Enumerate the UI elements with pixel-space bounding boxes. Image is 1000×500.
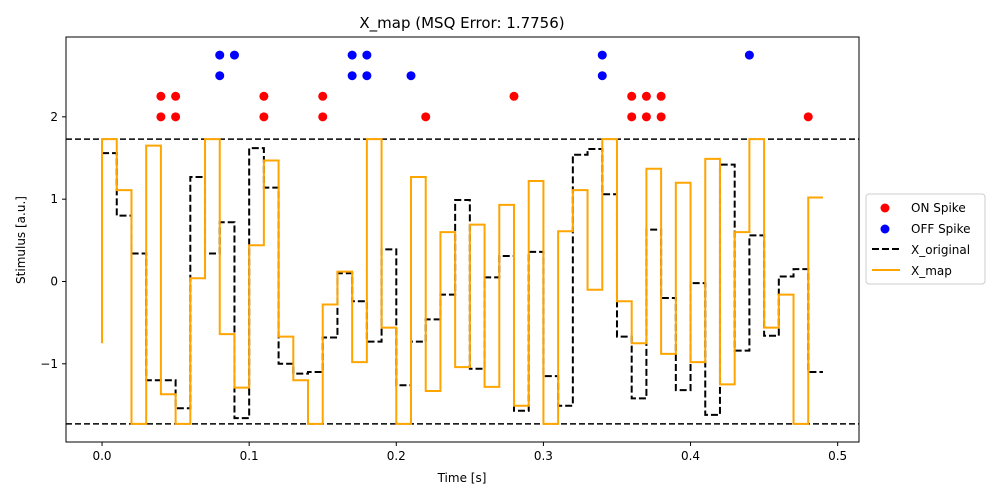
x-axis: 0.0 0.1 0.2 0.3 0.4 0.5 <box>92 442 847 463</box>
on-spike-point <box>627 91 637 101</box>
legend-label-x-map: X_map <box>911 264 952 278</box>
off-spike-point <box>406 71 416 81</box>
x-tick-label: 0.1 <box>240 449 259 463</box>
on-spike-point <box>509 91 519 101</box>
legend-marker-on-spike <box>880 203 890 213</box>
legend-item-x-map: X_map <box>872 264 952 278</box>
x-tick-label: 0.0 <box>92 449 111 463</box>
legend-box <box>865 193 986 285</box>
legend-label-off-spike: OFF Spike <box>911 222 971 236</box>
on-spike-point <box>803 112 813 122</box>
on-spike-point <box>156 91 166 101</box>
legend-label-x-original: X_original <box>911 243 970 257</box>
x-tick-label: 0.2 <box>387 449 406 463</box>
on-spike-point <box>318 91 328 101</box>
legend-item-x-original: X_original <box>872 243 970 257</box>
y-tick-label: 0 <box>50 274 58 288</box>
plot-frame <box>65 36 860 443</box>
y-tick-label: −1 <box>40 357 58 371</box>
on-spike-point <box>656 91 666 101</box>
off-spike-point <box>215 50 225 60</box>
series-on-spike <box>156 91 813 122</box>
x-tick-label: 0.3 <box>534 449 553 463</box>
x-map-line <box>101 138 823 425</box>
on-spike-point <box>421 112 431 122</box>
chart-title: X_map (MSQ Error: 1.7756) <box>359 14 564 33</box>
off-spike-point <box>229 50 239 60</box>
legend-label-on-spike: ON Spike <box>911 201 966 215</box>
on-spike-point <box>318 112 328 122</box>
on-spike-point <box>259 91 269 101</box>
on-spike-point <box>656 112 666 122</box>
y-tick-label: 1 <box>50 192 58 206</box>
x-tick-label: 0.4 <box>681 449 700 463</box>
x-axis-title: Time [s] <box>437 471 487 485</box>
legend-item-off-spike: OFF Spike <box>880 222 971 236</box>
on-spike-point <box>156 112 166 122</box>
x-tick-label: 0.5 <box>828 449 847 463</box>
y-axis: −1 0 1 2 <box>40 110 66 371</box>
off-spike-point <box>362 71 372 81</box>
on-spike-point <box>171 91 181 101</box>
off-spike-point <box>362 50 372 60</box>
y-axis-title: Stimulus [a.u.] <box>14 196 28 284</box>
off-spike-point <box>597 50 607 60</box>
on-spike-point <box>641 91 651 101</box>
off-spike-point <box>347 71 357 81</box>
y-tick-label: 2 <box>50 110 58 124</box>
off-spike-point <box>744 50 754 60</box>
legend-marker-off-spike <box>880 224 890 234</box>
off-spike-point <box>347 50 357 60</box>
on-spike-point <box>627 112 637 122</box>
on-spike-point <box>259 112 269 122</box>
on-spike-point <box>171 112 181 122</box>
series-x-map <box>101 138 823 425</box>
off-spike-point <box>215 71 225 81</box>
threshold-lines <box>66 138 859 425</box>
legend: ON Spike OFF Spike X_original X_map <box>865 193 986 285</box>
on-spike-point <box>641 112 651 122</box>
series-off-spike <box>215 50 754 81</box>
legend-item-on-spike: ON Spike <box>880 201 966 215</box>
off-spike-point <box>597 71 607 81</box>
